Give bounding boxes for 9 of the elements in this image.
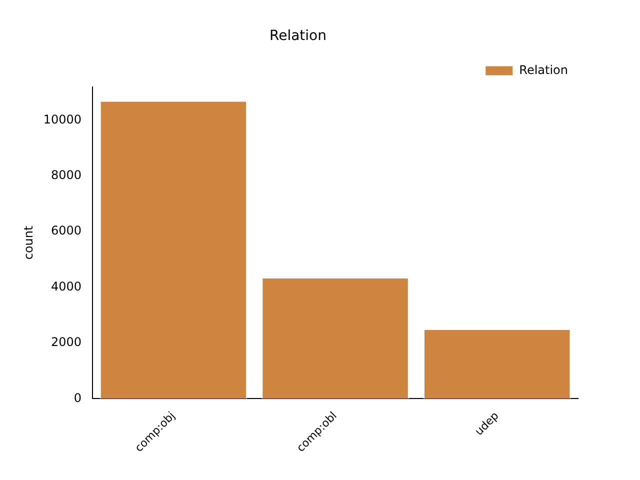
y-tick-label: 10000 (43, 112, 82, 126)
y-tick-label: 2000 (51, 335, 82, 350)
legend-label: Relation (519, 62, 568, 77)
chart-title: Relation (270, 28, 326, 44)
y-tick-label: 4000 (51, 279, 82, 294)
y-axis-title: count (21, 226, 36, 260)
y-tick-label: 0 (74, 390, 82, 405)
y-tick-label: 8000 (51, 168, 82, 182)
y-tick-label: 6000 (51, 224, 82, 238)
